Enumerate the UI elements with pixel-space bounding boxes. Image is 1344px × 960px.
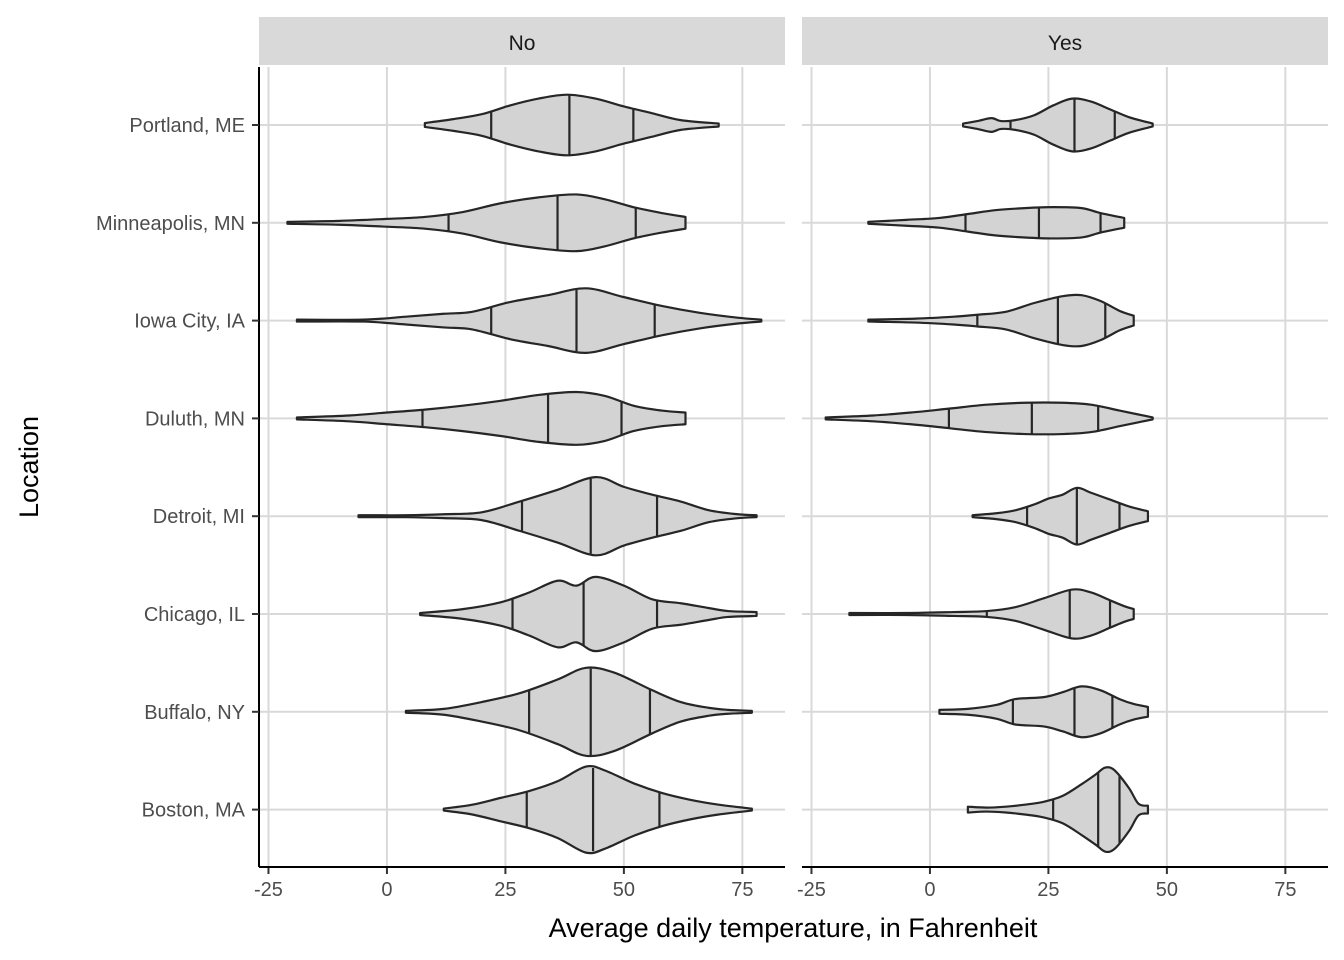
x-tick-label-yes-0: -25 (797, 879, 826, 901)
x-tick-label-no-1: 0 (381, 879, 392, 901)
violin-no-minneapolis-mn (286, 193, 687, 253)
y-tick-label-1: Minneapolis, MN (96, 213, 245, 235)
violin-no-iowa-city-ia (295, 287, 763, 354)
violin-yes-buffalo-ny (938, 685, 1150, 739)
violin-yes-iowa-city-ia (867, 293, 1135, 348)
violin-yes-chicago-il (848, 588, 1135, 640)
x-tick-label-no-3: 50 (613, 879, 635, 901)
panel-no (259, 67, 785, 867)
violin-yes-boston-ma (966, 766, 1150, 854)
panel-strip-yes: Yes (802, 17, 1328, 65)
y-tick-label-5: Chicago, IL (144, 604, 245, 626)
y-tick-label-6: Buffalo, NY (144, 702, 245, 724)
y-tick-label-7: Boston, MA (142, 800, 246, 822)
violin-no-portland-me (423, 93, 720, 157)
panel-yes (802, 67, 1328, 867)
panel-strip-no: No (259, 17, 785, 65)
violin-no-duluth-mn (295, 390, 687, 446)
violin-no-chicago-il (419, 575, 758, 653)
x-axis: -25 0 25 50 75 -25 0 25 50 75 (254, 866, 1328, 901)
x-tick-label-no-0: -25 (254, 879, 283, 901)
x-tick-label-no-2: 25 (494, 879, 516, 901)
y-tick-label-2: Iowa City, IA (134, 311, 245, 333)
y-tick-label-4: Detroit, MI (153, 506, 245, 528)
x-tick-label-yes-3: 50 (1156, 879, 1178, 901)
violin-yes-minneapolis-mn (867, 206, 1126, 240)
x-tick-label-yes-2: 25 (1037, 879, 1059, 901)
y-axis-title: Location (14, 416, 44, 518)
x-tick-label-no-4: 75 (731, 879, 753, 901)
x-tick-label-yes-4: 75 (1274, 879, 1296, 901)
x-axis-title: Average daily temperature, in Fahrenheit (549, 913, 1038, 943)
x-tick-label-yes-1: 0 (924, 879, 935, 901)
violin-yes-duluth-mn (824, 401, 1154, 436)
strip-background-no (259, 17, 785, 65)
violin-no-detroit-mi (357, 475, 758, 557)
strip-background-yes (802, 17, 1328, 65)
violin-no-buffalo-ny (404, 666, 753, 758)
y-tick-label-3: Duluth, MN (145, 408, 245, 430)
violin-yes-detroit-mi (971, 486, 1150, 546)
y-tick-label-0: Portland, ME (129, 115, 245, 137)
y-axis-labels: Portland, ME Minneapolis, MN Iowa City, IA… (96, 67, 260, 867)
violin-yes-portland-me (962, 97, 1154, 153)
violin-no-boston-ma (442, 764, 753, 855)
strip-label-yes: Yes (1048, 32, 1082, 55)
strip-label-no: No (509, 32, 536, 55)
